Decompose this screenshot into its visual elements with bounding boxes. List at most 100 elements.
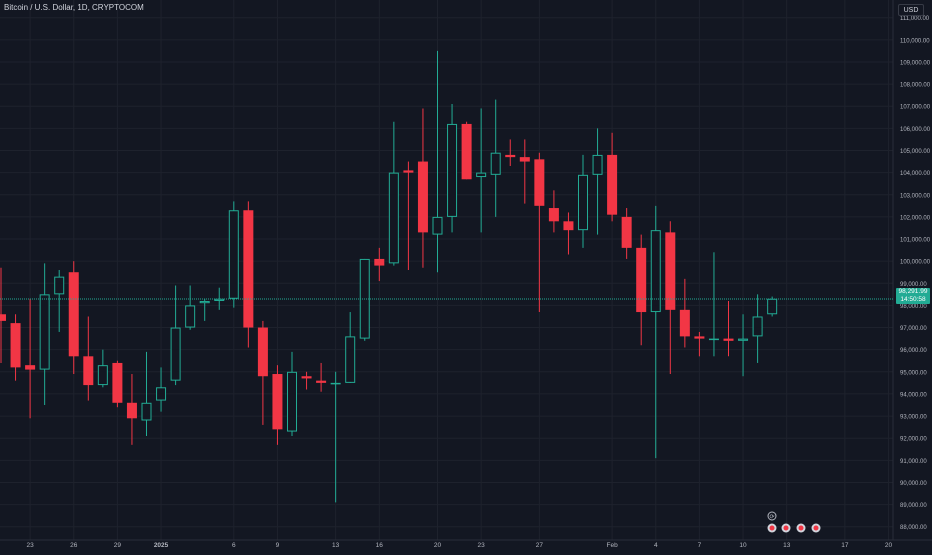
candle-body bbox=[665, 232, 676, 310]
price-tick-label: 93,000.00 bbox=[900, 415, 927, 421]
candle-down bbox=[548, 190, 559, 233]
time-tick-label: 16 bbox=[376, 542, 384, 549]
price-tick-label: 108,000.00 bbox=[900, 83, 931, 89]
candle-down bbox=[403, 161, 414, 270]
candle-body bbox=[112, 362, 123, 403]
candle-body bbox=[694, 336, 705, 339]
candle-body bbox=[621, 216, 632, 248]
candle-body bbox=[287, 371, 297, 432]
earnings-event-icon[interactable] bbox=[781, 523, 791, 533]
split-event-icon[interactable]: ⟳ bbox=[767, 511, 777, 521]
time-tick-label: 23 bbox=[478, 542, 486, 549]
candle-down bbox=[374, 247, 385, 282]
candle-body bbox=[39, 294, 50, 370]
time-tick-label: 29 bbox=[114, 542, 122, 549]
candle-up bbox=[287, 351, 297, 436]
candle-body bbox=[301, 376, 312, 379]
candle-down bbox=[461, 121, 472, 180]
candle-up bbox=[708, 252, 719, 357]
price-tick-label: 107,000.00 bbox=[900, 105, 931, 111]
candle-body bbox=[330, 382, 341, 385]
candle-body bbox=[272, 374, 283, 430]
time-tick-label: 20 bbox=[434, 542, 442, 549]
candle-body bbox=[738, 338, 749, 341]
candle-up bbox=[432, 50, 443, 273]
candle-down bbox=[694, 331, 705, 357]
candle-body bbox=[708, 338, 719, 341]
earnings-event-icon[interactable] bbox=[767, 523, 777, 533]
candle-down bbox=[126, 374, 137, 445]
candle-up bbox=[228, 201, 239, 308]
time-tick-label: 6 bbox=[232, 542, 236, 549]
candle-up bbox=[738, 314, 749, 377]
candle-up bbox=[476, 108, 487, 233]
price-tick-label: 110,000.00 bbox=[900, 38, 930, 44]
candle-down bbox=[25, 298, 36, 419]
candle-body bbox=[752, 316, 763, 337]
symbol-title[interactable]: Bitcoin / U.S. Dollar, 1D, CRYPTOCOM bbox=[4, 3, 144, 12]
time-axis-labels: 23 26 29 2025 6 9 13 16 20 23 27 Feb 4 7 10 13 17 20 bbox=[26, 542, 892, 549]
candle-body bbox=[243, 210, 254, 328]
candle-up bbox=[39, 263, 50, 405]
candle-up bbox=[359, 258, 370, 341]
candle-down bbox=[10, 314, 21, 381]
candle-down bbox=[112, 360, 123, 408]
candle-up bbox=[650, 205, 661, 459]
candle-up bbox=[447, 104, 458, 233]
candle-body bbox=[257, 327, 268, 377]
candle-down bbox=[534, 152, 545, 313]
candle-down bbox=[519, 139, 530, 204]
candle-down bbox=[257, 320, 268, 425]
candle-body bbox=[10, 323, 21, 368]
time-tick-label: 13 bbox=[783, 542, 791, 549]
candle-down bbox=[563, 212, 574, 255]
candle-body bbox=[592, 154, 603, 175]
price-tick-label: 96,000.00 bbox=[900, 348, 927, 354]
candle-down bbox=[272, 365, 283, 445]
price-tick-label: 105,000.00 bbox=[900, 149, 931, 155]
axes bbox=[0, 0, 932, 541]
price-tick-label: 89,000.00 bbox=[900, 503, 927, 509]
candle-body bbox=[476, 172, 487, 178]
price-tick-label: 98,000.00 bbox=[900, 304, 927, 310]
candle-body bbox=[519, 157, 530, 162]
time-tick-label: 27 bbox=[536, 542, 544, 549]
price-tick-label: 106,000.00 bbox=[900, 127, 931, 133]
time-tick-label: Feb bbox=[606, 542, 618, 549]
candle-body bbox=[388, 172, 399, 264]
earnings-event-icon[interactable] bbox=[811, 523, 821, 533]
time-tick-label: 23 bbox=[26, 542, 34, 549]
candle-body bbox=[679, 309, 690, 337]
candle-body bbox=[374, 258, 385, 266]
candle-body bbox=[25, 365, 36, 370]
candle-down bbox=[679, 278, 690, 348]
event-markers[interactable]: ⟳ bbox=[767, 511, 821, 533]
currency-button[interactable]: USD bbox=[898, 4, 924, 16]
candle-body bbox=[432, 216, 443, 235]
candle-body bbox=[403, 170, 414, 173]
candle-up bbox=[490, 99, 501, 217]
candle-up bbox=[578, 154, 588, 248]
candle-body bbox=[199, 300, 210, 304]
price-tick-label: 90,000.00 bbox=[900, 481, 927, 487]
bar-countdown: 14:50:58 bbox=[900, 296, 926, 303]
candle-body bbox=[534, 159, 545, 206]
earnings-event-icon[interactable] bbox=[796, 523, 806, 533]
candle-up bbox=[752, 294, 763, 363]
candle-down bbox=[68, 261, 79, 375]
price-tick-label: 101,000.00 bbox=[900, 238, 931, 244]
candle-body bbox=[767, 298, 778, 315]
candle-down bbox=[0, 267, 6, 363]
price-tick-label: 109,000.00 bbox=[900, 60, 931, 66]
candle-body bbox=[578, 174, 588, 231]
price-tick-label: 92,000.00 bbox=[900, 437, 927, 443]
candle-body bbox=[214, 298, 225, 301]
candle-body bbox=[490, 152, 501, 175]
candle-body bbox=[650, 230, 661, 313]
time-tick-label: 7 bbox=[698, 542, 702, 549]
candle-body bbox=[170, 327, 181, 381]
time-tick-label: 13 bbox=[332, 542, 340, 549]
candle-up bbox=[97, 349, 108, 388]
